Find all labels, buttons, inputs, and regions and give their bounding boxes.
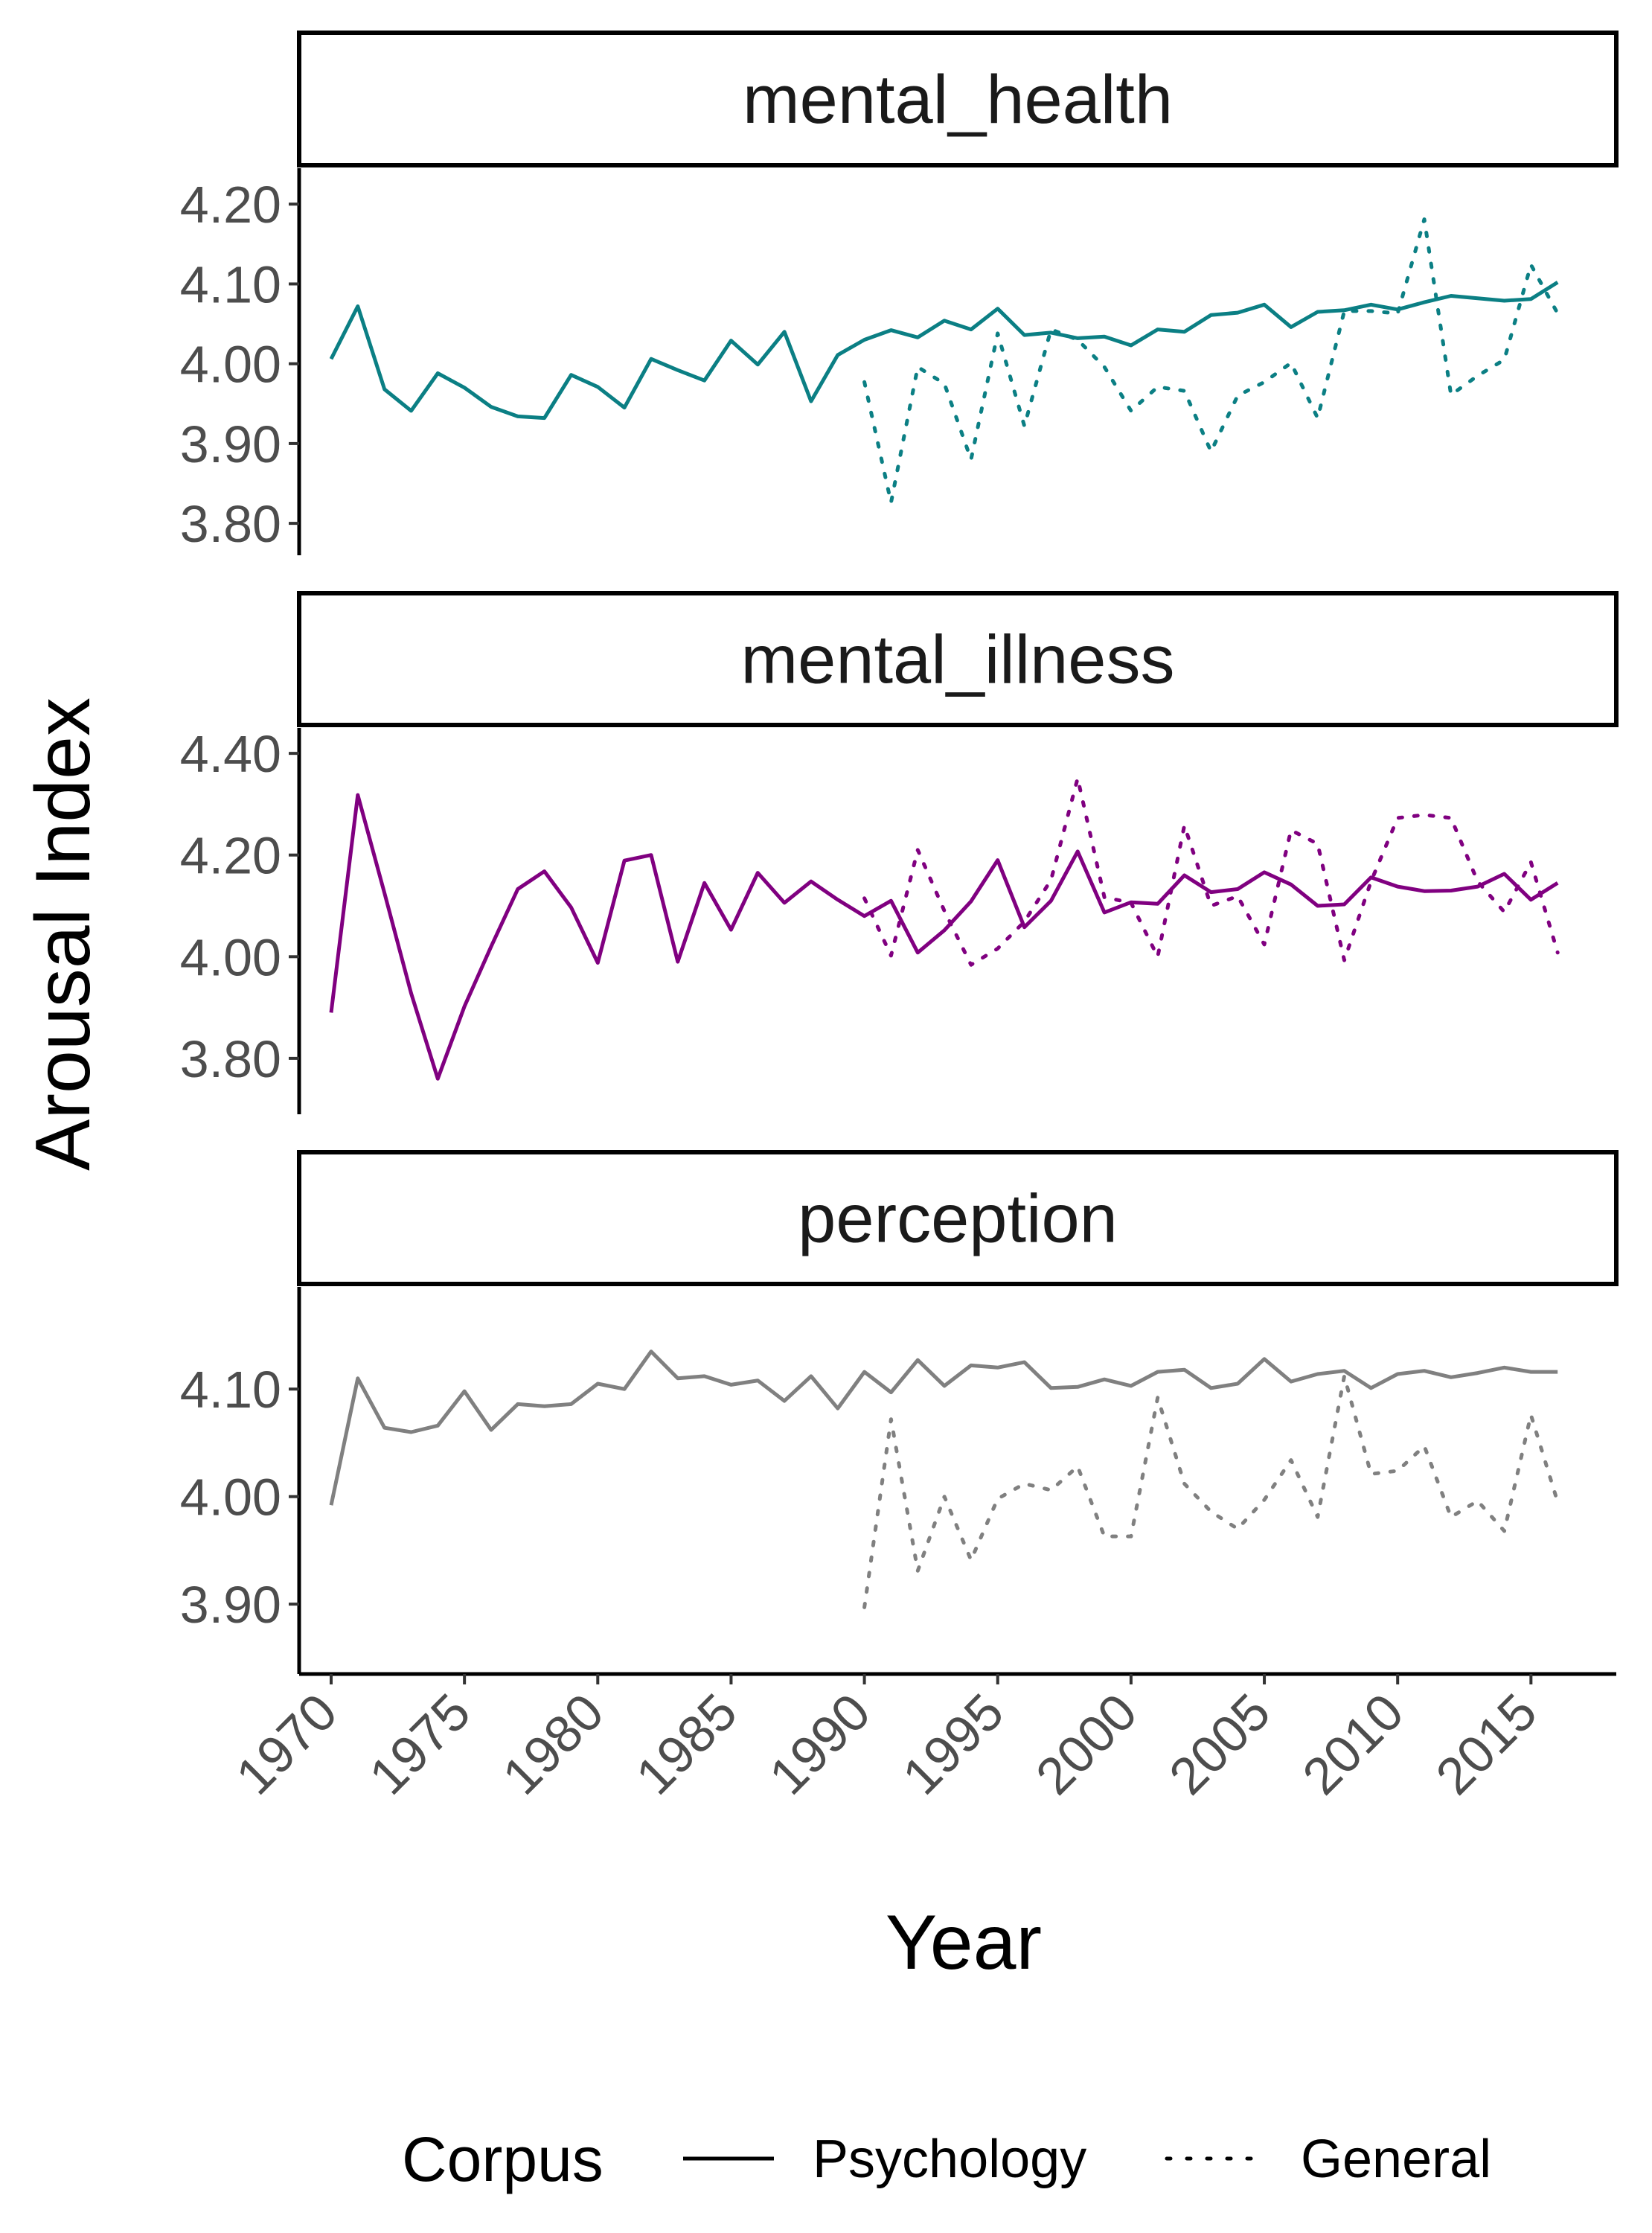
y-tick-label: 3.80 xyxy=(180,495,281,553)
legend: Corpus Psychology General xyxy=(402,2124,1491,2194)
y-tick-label: 4.00 xyxy=(180,336,281,394)
panel-mental-health: mental_health 3.80 3.90 4.00 4.10 4.20 xyxy=(180,31,1619,555)
series-line-psychology xyxy=(329,793,1559,1081)
panels-layer: mental_health3.803.904.004.104.20mental_… xyxy=(180,31,1619,1674)
legend-title: Corpus xyxy=(402,2124,604,2194)
y-tick-label: 3.90 xyxy=(180,415,281,473)
strip-title: perception xyxy=(798,1181,1118,1257)
series-line-general xyxy=(862,1374,1560,1609)
legend-label-psychology: Psychology xyxy=(813,2130,1086,2189)
strip-box xyxy=(297,31,1619,167)
y-axis-title: Arousal Index xyxy=(20,697,106,1171)
y-tick-label: 4.00 xyxy=(180,1469,281,1527)
series-line-psychology xyxy=(329,1349,1558,1506)
panel-mental-illness: mental_illness 3.80 4.00 4.20 4.40 xyxy=(180,591,1619,1114)
x-axis-title: Year xyxy=(886,1900,1042,1986)
strip-box xyxy=(297,591,1619,727)
legend-label-general: General xyxy=(1301,2130,1491,2189)
strip-box xyxy=(297,1150,1619,1286)
y-tick-label: 4.40 xyxy=(180,725,281,783)
y-tick-label: 3.90 xyxy=(180,1576,281,1634)
panel-perception: perception 3.90 4.00 4.10 xyxy=(180,1150,1619,1674)
series-line-psychology xyxy=(329,281,1559,421)
y-tick-label: 4.20 xyxy=(180,827,281,885)
y-tick-label: 3.80 xyxy=(180,1030,281,1088)
y-tick-label: 4.10 xyxy=(180,1361,281,1419)
strip-title: mental_health xyxy=(743,62,1173,138)
strip-title: mental_illness xyxy=(741,622,1175,698)
y-tick-label: 4.10 xyxy=(180,255,281,313)
y-tick-label: 4.20 xyxy=(180,176,281,234)
y-tick-label: 4.00 xyxy=(180,928,281,986)
